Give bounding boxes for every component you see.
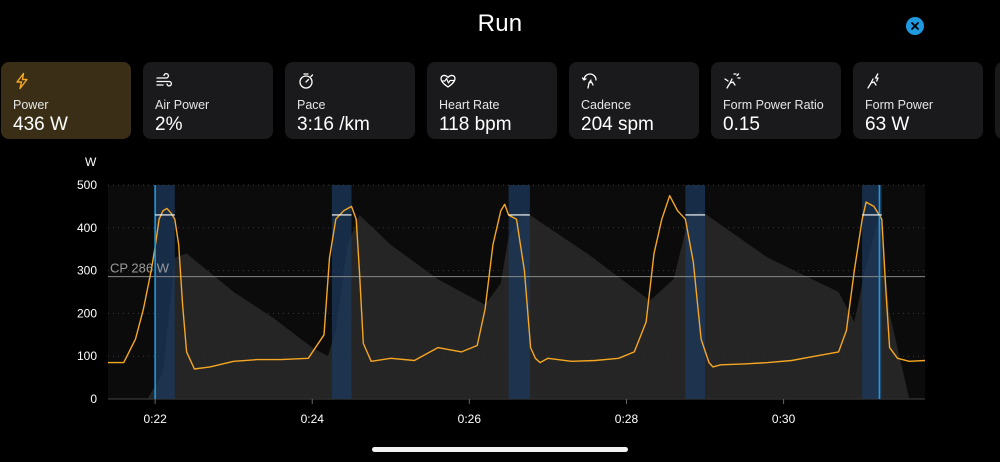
metric-card-power[interactable]: Power 436 W bbox=[1, 62, 131, 139]
metric-value: 436 W bbox=[13, 114, 68, 135]
metric-label: Form Power Ratio bbox=[723, 98, 824, 112]
power-series-line bbox=[108, 195, 926, 370]
metric-label: Power bbox=[13, 98, 49, 112]
metric-card-form-power-ratio[interactable]: Form Power Ratio 0.15 bbox=[711, 62, 841, 139]
x-tick-label: 0:30 bbox=[772, 412, 796, 426]
metric-cards: Power 436 W Air Power 2% Pace 3:16 /km H… bbox=[0, 62, 1000, 140]
x-tick-label: 0:28 bbox=[615, 412, 639, 426]
x-tick-label: 0:26 bbox=[458, 412, 482, 426]
metric-label: Heart Rate bbox=[439, 98, 500, 112]
page-title: Run bbox=[477, 10, 523, 37]
cp-label: CP 286 W bbox=[110, 261, 170, 276]
wind-icon bbox=[156, 72, 173, 87]
metric-card-pace[interactable]: Pace 3:16 /km bbox=[285, 62, 415, 139]
metric-card-air-power[interactable]: Air Power 2% bbox=[143, 62, 273, 139]
metric-label: Cadence bbox=[581, 98, 632, 112]
x-tick-label: 0:24 bbox=[301, 412, 325, 426]
close-icon bbox=[911, 22, 919, 30]
metric-card-cadence[interactable]: Cadence 204 spm bbox=[569, 62, 699, 139]
y-tick-label: 300 bbox=[77, 264, 97, 278]
interval-band bbox=[155, 185, 175, 399]
heart-rate-icon bbox=[440, 74, 456, 88]
metric-card-overflow[interactable] bbox=[995, 62, 1000, 139]
form-power-ratio-icon bbox=[724, 73, 741, 89]
y-tick-label: 100 bbox=[77, 349, 97, 363]
y-unit-label: W bbox=[85, 155, 97, 169]
interval-band bbox=[862, 185, 882, 399]
interval-band bbox=[331, 185, 352, 399]
y-tick-label: 400 bbox=[77, 221, 97, 235]
metric-label: Air Power bbox=[155, 98, 210, 112]
metric-value: 63 W bbox=[865, 114, 910, 135]
stopwatch-icon bbox=[299, 73, 314, 89]
metric-card-heart-rate[interactable]: Heart Rate 118 bpm bbox=[427, 62, 557, 139]
interval-band bbox=[508, 185, 530, 399]
y-tick-label: 0 bbox=[90, 392, 97, 406]
metric-label: Pace bbox=[297, 98, 326, 112]
y-tick-label: 500 bbox=[77, 178, 97, 192]
metric-value: 0.15 bbox=[723, 114, 760, 135]
x-tick-label: 0:22 bbox=[143, 412, 167, 426]
metric-value: 204 spm bbox=[581, 114, 654, 135]
metric-label: Form Power bbox=[865, 98, 934, 112]
interval-band bbox=[685, 185, 706, 399]
metric-card-form-power[interactable]: Form Power 63 W bbox=[853, 62, 983, 139]
home-indicator[interactable] bbox=[372, 447, 628, 452]
metric-value: 2% bbox=[155, 114, 183, 135]
close-button[interactable] bbox=[906, 17, 924, 35]
cadence-icon bbox=[581, 73, 597, 89]
form-power-icon bbox=[867, 73, 879, 89]
y-tick-label: 200 bbox=[77, 306, 97, 320]
lightning-icon bbox=[16, 72, 28, 90]
metric-value: 118 bpm bbox=[439, 114, 512, 135]
metric-value: 3:16 /km bbox=[297, 114, 370, 135]
